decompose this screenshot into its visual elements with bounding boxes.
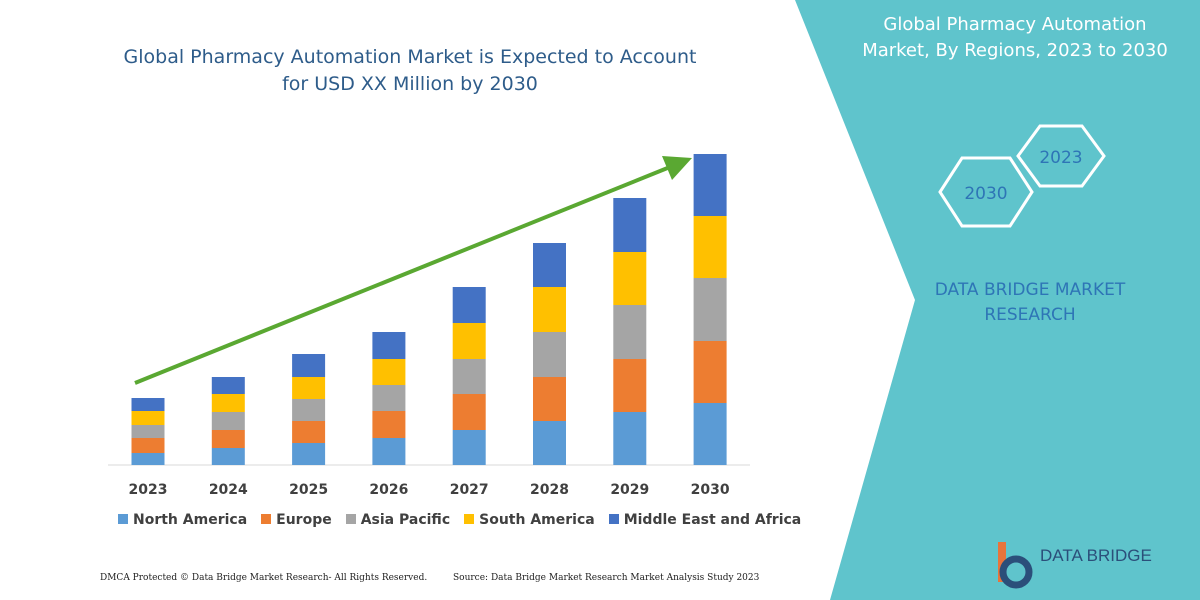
x-tick-label: 2030 bbox=[691, 482, 730, 498]
legend-item: Asia Pacific bbox=[345, 512, 451, 528]
legend-swatch bbox=[118, 514, 128, 524]
bar-segment bbox=[372, 411, 406, 438]
bar-segment bbox=[452, 359, 486, 394]
bar-segment bbox=[292, 377, 326, 399]
x-tick-label: 2027 bbox=[450, 482, 489, 498]
panel-title: Global Pharmacy Automation Market, By Re… bbox=[862, 14, 1168, 61]
bar-segment bbox=[131, 398, 165, 411]
bar-segment bbox=[693, 216, 727, 278]
bar-segment bbox=[372, 332, 406, 359]
footer-right: Source: Data Bridge Market Research Mark… bbox=[453, 573, 760, 583]
legend-label: Europe bbox=[276, 512, 332, 528]
legend-label: Middle East and Africa bbox=[623, 512, 802, 528]
bar-segment bbox=[613, 305, 647, 359]
bar-segment bbox=[533, 377, 566, 421]
x-tick-label: 2029 bbox=[610, 482, 649, 498]
bar-segment bbox=[292, 399, 326, 421]
bar-segment bbox=[211, 430, 245, 448]
legend-item: North America bbox=[118, 512, 247, 528]
legend-swatch bbox=[464, 514, 475, 524]
bar-segment bbox=[372, 438, 406, 465]
bar-segment bbox=[693, 341, 727, 403]
hexagon bbox=[938, 156, 1034, 228]
footer-left: DMCA Protected © Data Bridge Market Rese… bbox=[100, 573, 428, 583]
legend-swatch bbox=[608, 514, 619, 524]
x-tick-label: 2026 bbox=[369, 482, 408, 498]
legend: North America Europe Asia Pacific South Ame… bbox=[118, 512, 801, 528]
bar-segment bbox=[211, 412, 245, 430]
logo-mark bbox=[998, 542, 1033, 589]
bar-segment bbox=[533, 332, 566, 377]
bar-segment bbox=[211, 448, 245, 465]
legend-swatch bbox=[261, 514, 272, 524]
arrow-head bbox=[662, 156, 692, 180]
bar-segment bbox=[211, 394, 245, 412]
bar-segment bbox=[693, 278, 727, 341]
bar-segment bbox=[131, 453, 165, 465]
bar-segment bbox=[452, 287, 486, 323]
bar-segment bbox=[613, 252, 647, 305]
bar-segment bbox=[292, 421, 326, 443]
bar-segment bbox=[211, 377, 245, 394]
brand: DATA BRIDGE MARKET RESEARCH bbox=[934, 280, 1126, 325]
bar-segment bbox=[372, 385, 406, 411]
x-tick-label: 2024 bbox=[209, 482, 248, 498]
bar-segment bbox=[533, 243, 566, 287]
bar-segment bbox=[452, 323, 486, 359]
hexagon bbox=[1016, 124, 1106, 188]
legend-item: Middle East and Africa bbox=[608, 512, 802, 528]
bar-segment bbox=[533, 421, 566, 465]
legend-label: South America bbox=[479, 512, 595, 528]
bar-segment bbox=[292, 354, 326, 377]
bar-segment bbox=[292, 443, 326, 465]
bar-segment bbox=[131, 438, 165, 453]
legend-item: South America bbox=[464, 512, 595, 528]
x-tick-label: 2028 bbox=[530, 482, 569, 498]
logo-text: DATA BRIDGE bbox=[1040, 546, 1152, 565]
bar-segment bbox=[613, 198, 647, 252]
trend-arrow bbox=[134, 165, 671, 385]
chart-title: Global Pharmacy Automation Market is Exp… bbox=[123, 46, 697, 95]
bar-segment bbox=[131, 411, 165, 425]
x-tick-label: 2025 bbox=[289, 482, 328, 498]
bar-segment bbox=[131, 425, 165, 438]
hex-label: 2023 bbox=[1039, 148, 1082, 168]
legend-swatch bbox=[345, 514, 356, 524]
x-tick-label: 2023 bbox=[129, 482, 168, 498]
hex-label: 2030 bbox=[964, 184, 1007, 204]
bar-segment bbox=[372, 359, 406, 385]
legend-label: North America bbox=[133, 512, 248, 528]
legend-item: Europe bbox=[261, 512, 332, 528]
bar-segment bbox=[613, 359, 647, 412]
bar-segment bbox=[452, 394, 486, 430]
bar-segment bbox=[533, 287, 566, 332]
bar-segment bbox=[452, 430, 486, 465]
bar-segment bbox=[613, 412, 647, 465]
bar-segment bbox=[693, 154, 727, 216]
legend-label: Asia Pacific bbox=[360, 512, 451, 528]
bar-segment bbox=[693, 403, 727, 465]
